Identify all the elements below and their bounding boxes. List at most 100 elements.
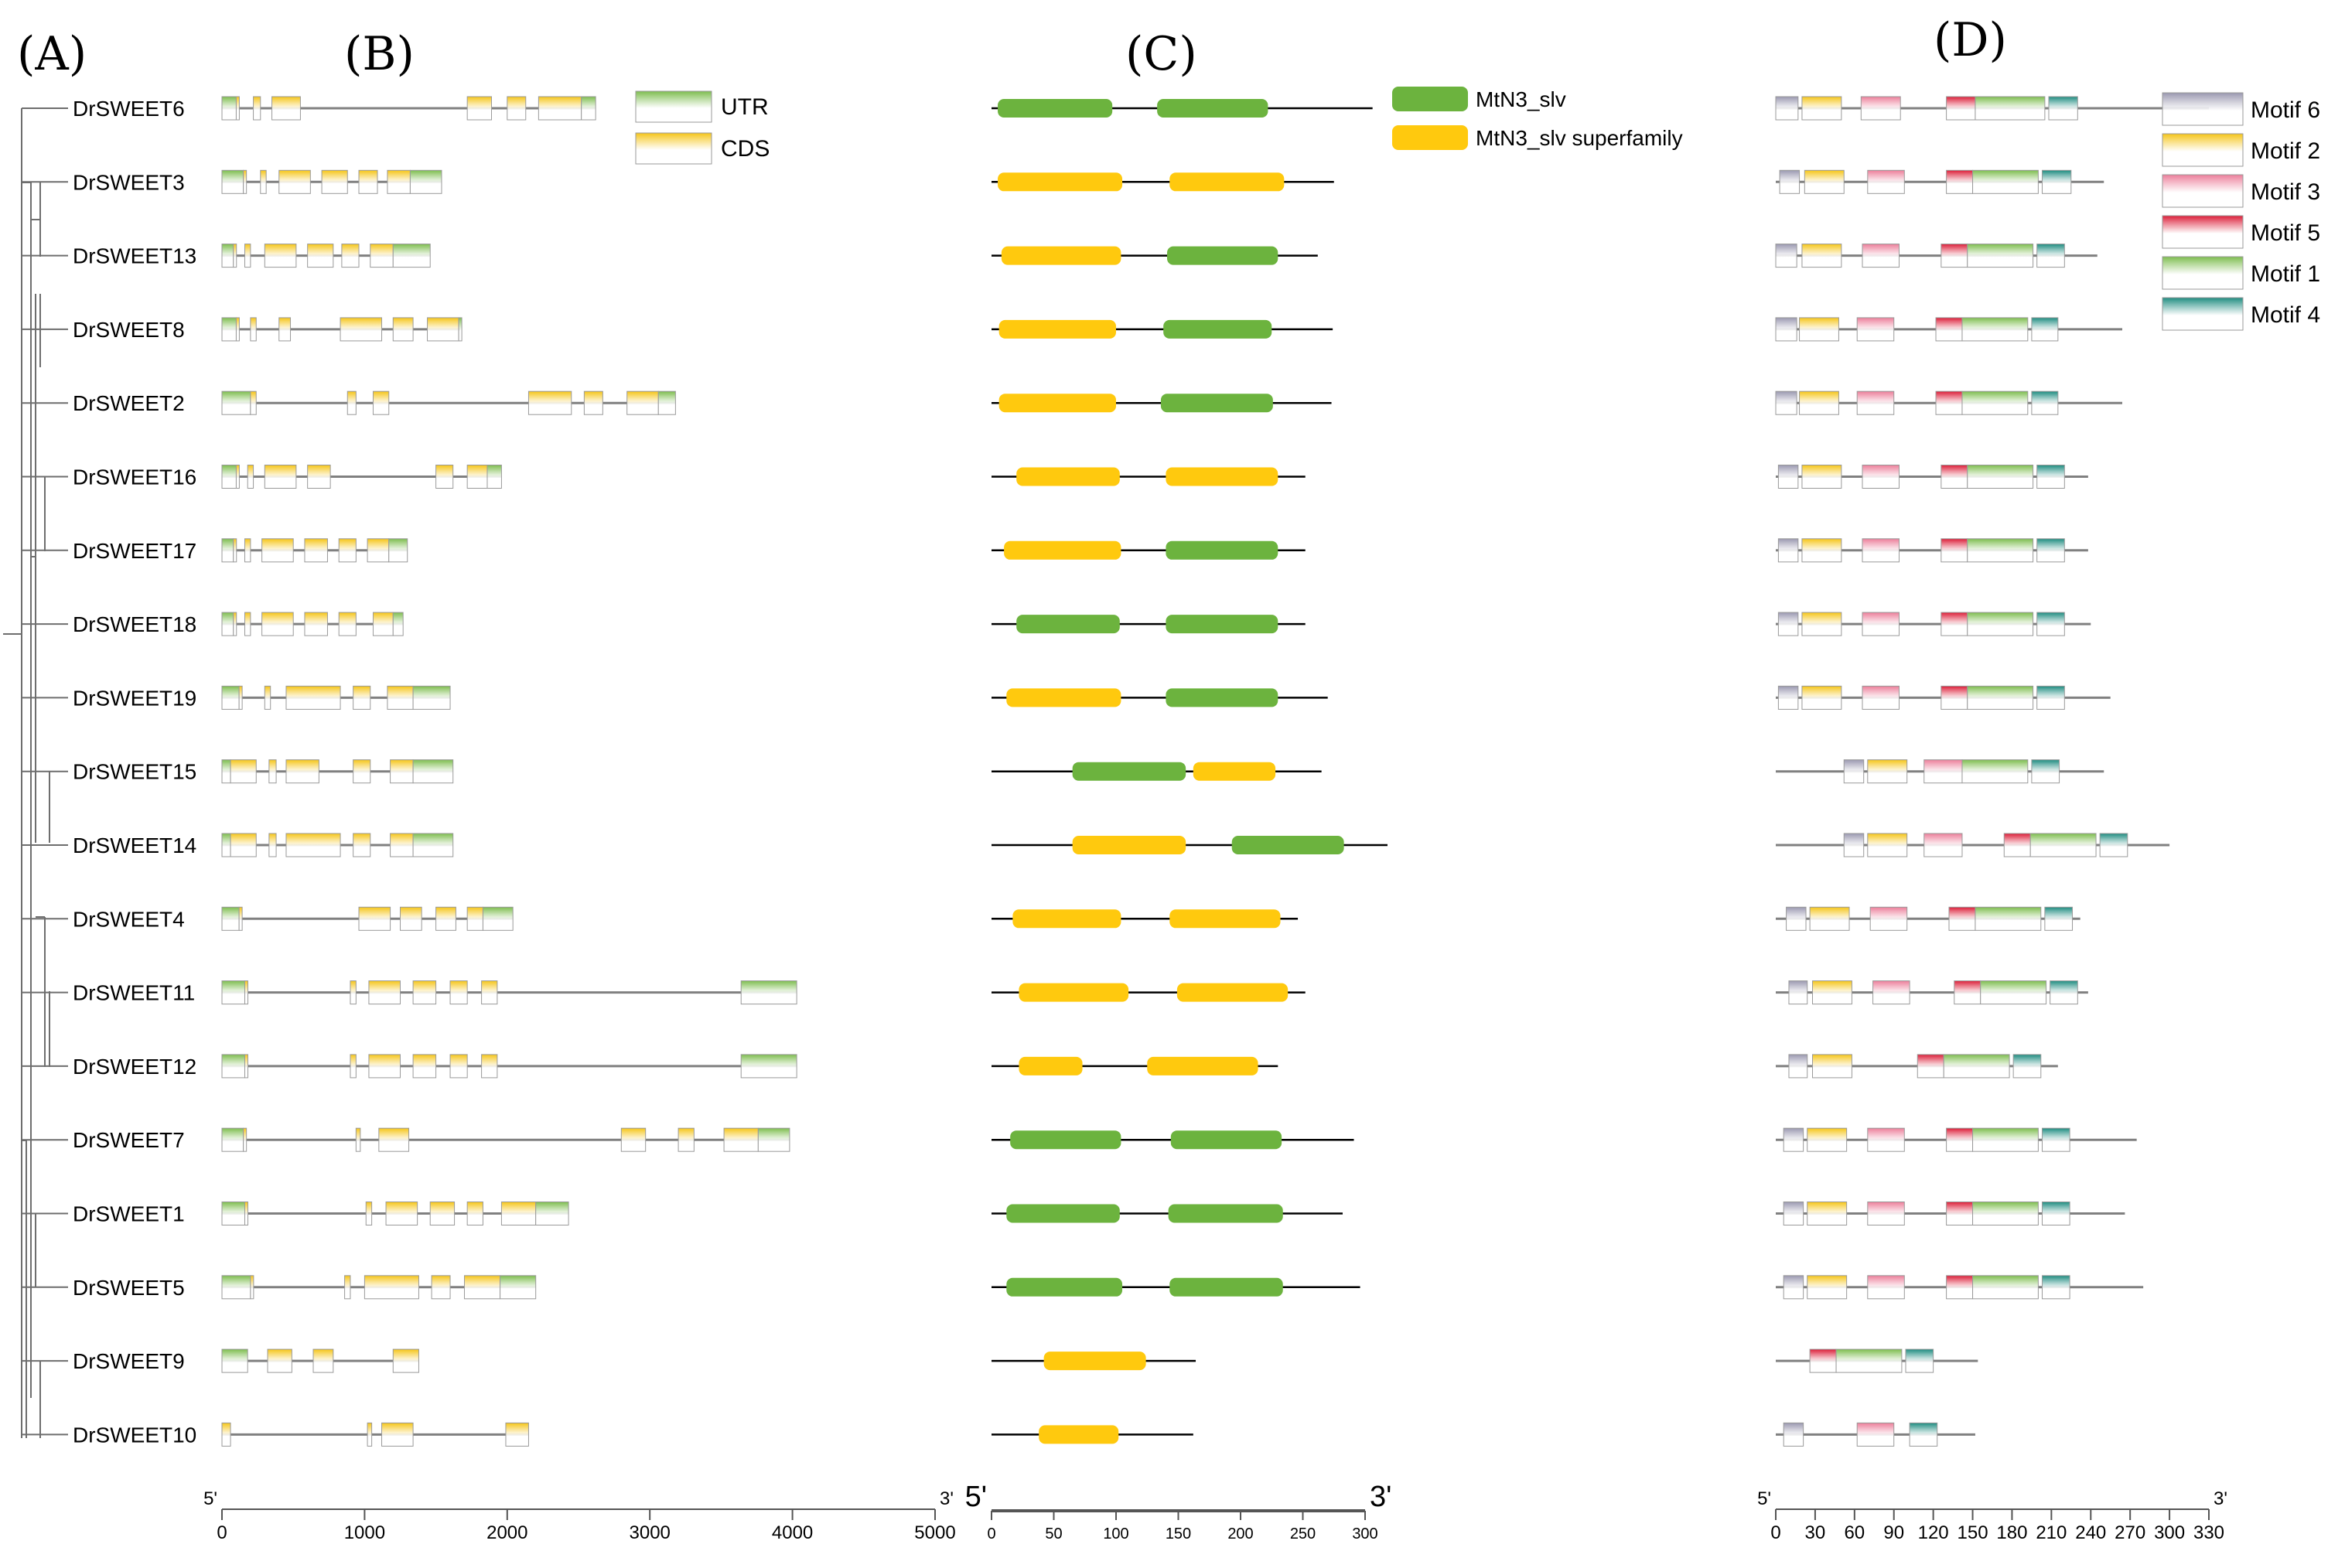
d-axis-3prime: 3' [2214,1488,2227,1509]
cds-block [466,96,493,121]
motif-2-block [1799,317,1839,342]
motif-1-block [1967,612,2034,636]
phylogenetic-tree [3,107,68,1438]
motif-3-block [1867,1275,1905,1300]
legend-swatch-utr [635,90,712,123]
legend-swatch-motif6 [2162,92,2244,126]
mtn3-slv-domain [1160,394,1273,413]
cds-block [626,390,659,415]
cds-block [250,390,257,415]
cds-block [449,1054,468,1079]
cds-block [435,906,456,931]
d-axis-tick-label: 180 [1996,1522,2027,1543]
motif-5-block [1946,1275,1974,1300]
gene-label: DrSWEET9 [73,1349,185,1373]
mtn3-superfamily-domain [1006,688,1121,707]
gene-label: DrSWEET17 [73,539,196,563]
mtn3-slv-domain [1016,615,1120,634]
motif-4-block [2036,685,2065,710]
motif-1-block [1961,759,2029,784]
c-axis-5prime: 5' [965,1481,987,1513]
legends: UTR CDS MtN3_slv MtN3_slv superfamily Motif … [635,87,2320,331]
cds-block [358,169,378,194]
motif-3-block [1856,1422,1895,1447]
cds-block [243,1127,247,1152]
cds-block [463,1275,501,1300]
d-axis-tick-label: 30 [1805,1522,1826,1543]
domain-panel [992,99,1388,1444]
legend-swatch-motif5 [2162,215,2244,249]
mtn3-slv-domain [1006,1277,1123,1297]
motif-4-block [1909,1422,1938,1447]
motif-1-block [1967,244,2034,268]
legend-label-motif3: Motif 3 [2251,179,2320,205]
cds-block [250,317,257,342]
utr-block [392,612,404,636]
utr-block [221,1275,251,1300]
cds-block [268,833,277,857]
gene-label: DrSWEET6 [73,97,185,121]
c-axis-tick-label: 50 [1045,1525,1062,1542]
cds-block [285,759,319,784]
motif-1-block [1967,685,2034,710]
motif-4-block [2012,1054,2042,1079]
motif-1-block [1972,1127,2039,1152]
motif-2-block [1801,96,1842,121]
motif-2-block [1801,538,1842,563]
mtn3-slv-domain [1157,99,1268,118]
cds-block [370,244,394,268]
motif-5-block [1954,980,1981,1005]
motif-4-block [2036,612,2065,636]
motif-2-block [1807,1202,1848,1225]
mtn3-superfamily-domain [1043,1352,1146,1371]
cds-block [307,244,334,268]
cds-block [238,906,243,931]
motif-6-block [1775,317,1797,342]
mtn3-slv-domain [998,99,1113,118]
mtn3-superfamily-domain [1019,1056,1083,1075]
panel-label-b: (B) [344,27,415,81]
utr-block [482,906,514,931]
cds-block [429,1202,456,1225]
mtn3-slv-domain [1163,319,1272,339]
motif-6-block [1843,833,1865,857]
cds-block [235,96,240,121]
gene-label: DrSWEET7 [73,1128,185,1152]
cds-block [372,612,394,636]
mtn3-superfamily-domain [998,394,1116,413]
cds-block [260,169,267,194]
motif-6-block [1783,1127,1804,1152]
d-axis-tick-label: 0 [1770,1522,1780,1543]
motif-3-block [1860,96,1901,121]
cds-block [271,96,301,121]
cds-block [233,538,237,563]
gene-label: DrSWEET1 [73,1202,185,1226]
motif-4-block [2041,1202,2070,1225]
cds-block [244,612,251,636]
d-axis-tick-label: 270 [2115,1522,2145,1543]
cds-block [381,1422,414,1447]
utr-block [657,390,676,415]
cds-block [466,906,483,931]
cds-block [378,1127,410,1152]
cds-block [678,1127,695,1152]
motif-3-block [1862,685,1900,710]
motif-4-block [2050,980,2078,1005]
legend-swatch-motif4 [2162,297,2244,331]
b-axis-5prime: 5' [203,1488,217,1509]
d-axis-tick-label: 150 [1958,1522,1988,1543]
c-axis-3prime: 3' [1370,1481,1391,1513]
motif-3-block [1867,169,1905,194]
cds-block [350,980,357,1005]
motif-5-block [1941,612,1968,636]
cds-block [340,317,383,342]
cds-block [312,1348,334,1373]
motif-panel [1775,96,2209,1447]
mtn3-slv-domain [1169,1277,1283,1297]
cds-block [481,1054,498,1079]
cds-block [353,759,371,784]
gene-label: DrSWEET13 [73,244,196,268]
b-axis-tick-label: 5000 [914,1522,955,1543]
cds-block [505,1422,529,1447]
utr-block [221,685,240,710]
